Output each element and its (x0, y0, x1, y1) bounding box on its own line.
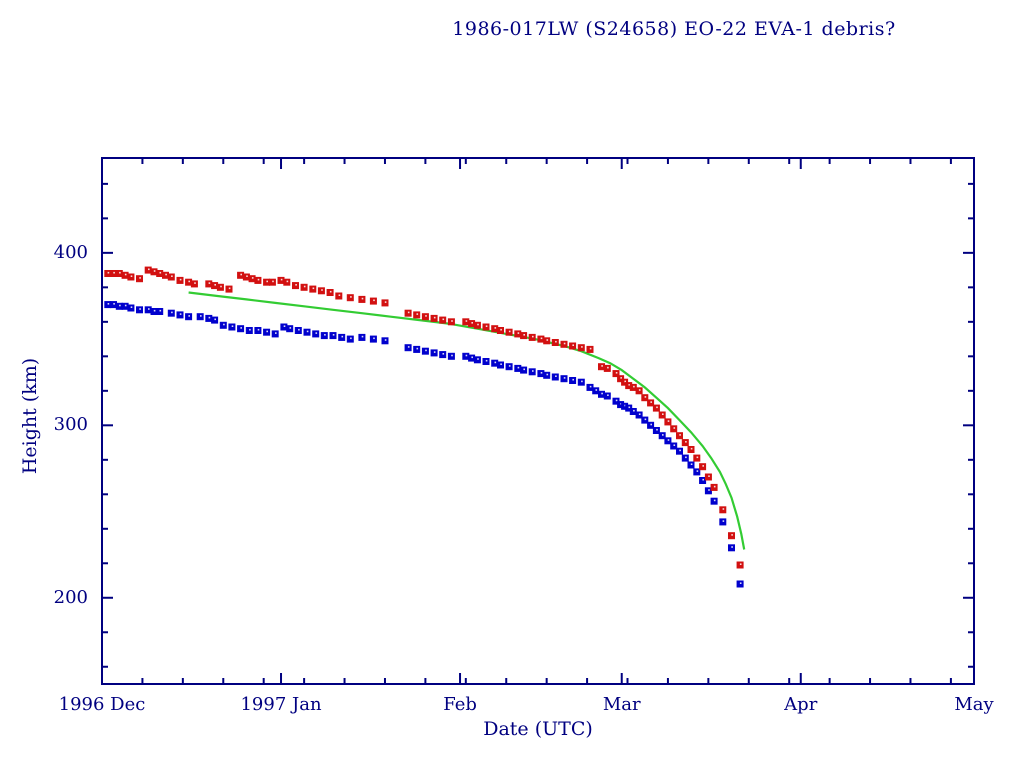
x-tick-label: Mar (602, 694, 641, 715)
x-axis-label: Date (UTC) (0, 718, 1024, 740)
plot-frame (101, 157, 975, 685)
apogee-series-markers (104, 266, 744, 569)
y-tick-label: 400 (53, 241, 88, 263)
chart-title-text: 1986-017LW (S24658) EO-22 EVA-1 debris? (452, 18, 896, 40)
x-tick-label: 1996 Dec (58, 694, 146, 715)
mean-height-fit-line (188, 291, 746, 550)
x-axis-label-text: Date (UTC) (483, 718, 593, 740)
y-tick-label: 300 (53, 414, 88, 436)
x-tick-label: 1997 Jan (240, 694, 322, 715)
axis-ticks (101, 158, 975, 684)
x-tick-label: May (954, 694, 994, 715)
perigee-series-markers (104, 301, 744, 588)
y-tick-label: 200 (53, 586, 88, 608)
x-tick-label: Apr (784, 694, 818, 715)
x-tick-label: Feb (443, 694, 477, 715)
page-title: 1986-017LW (S24658) EO-22 EVA-1 debris? (0, 18, 1024, 40)
